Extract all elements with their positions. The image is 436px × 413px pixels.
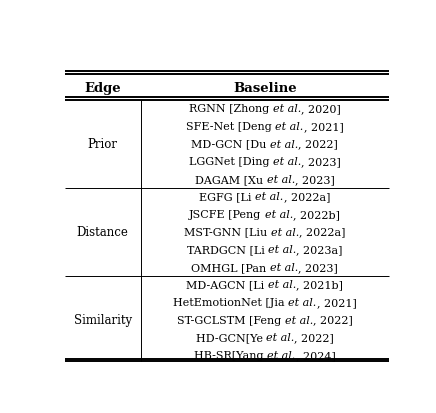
Text: Baseline: Baseline: [233, 81, 296, 95]
Text: et al.: et al.: [271, 227, 299, 237]
Text: EGFG [Li: EGFG [Li: [199, 192, 255, 202]
Text: ST-GCLSTM [Feng: ST-GCLSTM [Feng: [177, 315, 285, 325]
Text: , 2022]: , 2022]: [313, 315, 353, 325]
Text: et al.: et al.: [255, 192, 284, 202]
Text: , 2023]: , 2023]: [301, 157, 341, 167]
Text: , 2022]: , 2022]: [294, 332, 334, 342]
Text: Edge: Edge: [84, 81, 121, 95]
Text: , 2021]: , 2021]: [303, 122, 344, 132]
Text: et al.: et al.: [270, 262, 298, 272]
Text: , 2021b]: , 2021b]: [296, 280, 343, 290]
Text: MST-GNN [Liu: MST-GNN [Liu: [184, 227, 271, 237]
Text: LGGNet [Ding: LGGNet [Ding: [189, 157, 273, 167]
Text: JSCFE [Peng: JSCFE [Peng: [189, 209, 265, 220]
Text: , 2022]: , 2022]: [299, 139, 338, 149]
Text: TARDGCN [Li: TARDGCN [Li: [187, 244, 268, 255]
Text: et al.: et al.: [270, 139, 299, 149]
Text: Prior: Prior: [88, 138, 118, 151]
Text: , 2021]: , 2021]: [317, 297, 357, 307]
Text: et al.: et al.: [268, 280, 296, 290]
Text: SFE-Net [Deng: SFE-Net [Deng: [186, 122, 276, 132]
Text: , 2022b]: , 2022b]: [293, 209, 341, 220]
Text: et al.: et al.: [288, 297, 317, 307]
Text: , 2023]: , 2023]: [295, 174, 335, 184]
Text: et al.: et al.: [267, 350, 296, 360]
Text: , 2020]: , 2020]: [301, 104, 341, 114]
Text: RGNN [Zhong: RGNN [Zhong: [189, 104, 272, 114]
Text: et al.: et al.: [268, 244, 296, 255]
Text: MD-GCN [Du: MD-GCN [Du: [191, 139, 270, 149]
Text: et al.: et al.: [285, 315, 313, 325]
Text: et al.: et al.: [266, 174, 295, 184]
Text: , 2022a]: , 2022a]: [284, 192, 330, 202]
Text: MD-AGCN [Li: MD-AGCN [Li: [186, 280, 268, 290]
Text: Distance: Distance: [77, 225, 129, 239]
Text: HB-SR[Yang: HB-SR[Yang: [194, 350, 267, 360]
Text: , 2024]: , 2024]: [296, 350, 335, 360]
Text: et al.: et al.: [272, 104, 301, 114]
Text: et al.: et al.: [265, 209, 293, 220]
Text: et al.: et al.: [273, 157, 301, 167]
Text: DAGAM [Xu: DAGAM [Xu: [195, 174, 266, 184]
Text: , 2023a]: , 2023a]: [296, 244, 343, 255]
Text: OMHGL [Pan: OMHGL [Pan: [191, 262, 270, 272]
Text: HetEmotionNet [Jia: HetEmotionNet [Jia: [173, 297, 288, 307]
Text: , 2023]: , 2023]: [298, 262, 338, 272]
Text: Similarity: Similarity: [74, 313, 132, 326]
Text: HD-GCN[Ye: HD-GCN[Ye: [195, 332, 266, 342]
Text: et al.: et al.: [276, 122, 303, 132]
Text: et al.: et al.: [266, 332, 294, 342]
Text: , 2022a]: , 2022a]: [299, 227, 346, 237]
